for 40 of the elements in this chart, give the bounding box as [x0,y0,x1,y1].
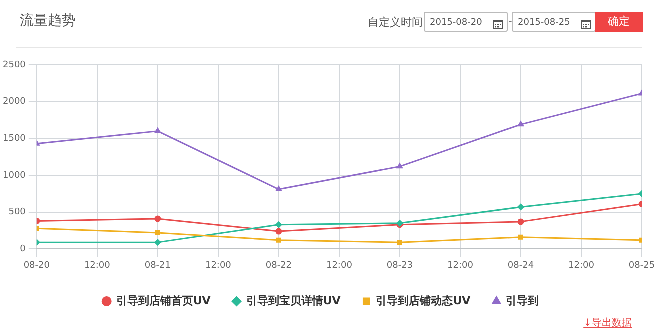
y-tick-label: 0 [20,244,26,255]
x-tick-label: 08-24 [508,260,534,271]
text: 确定 [595,12,643,32]
x-tick-label: 08-23 [386,260,414,271]
legend-label: 引导到 [506,294,540,308]
legend-label: 引导到宝贝详情UV [246,294,342,308]
point [518,234,524,240]
legend-label: 引导到店铺动态UV [376,294,472,308]
x-tick-label: 12:00 [205,260,232,271]
x-tick-label: 08-22 [266,260,292,271]
x-tick-label: 12:00 [84,260,111,271]
point [154,216,162,222]
y-tick-label: 1000 [3,170,26,181]
point [397,163,403,169]
y-tick-label: 500 [8,208,26,218]
point [518,204,524,210]
x-tick-label: 12:00 [326,260,353,271]
x-tick-label: 12:00 [568,260,595,271]
x-tick-label: 12:00 [448,260,474,271]
y-tick-label: 1500 [3,134,26,144]
point [518,218,524,226]
text: 2015-08-20 [430,18,482,28]
point [276,222,282,228]
text: ↓导出数据 [584,316,632,330]
point [518,121,524,127]
legend-label: 引导到店铺首页UV [116,294,212,308]
y-tick-label: 2500 [3,60,26,70]
text: 2015-08-25 [512,12,596,32]
text: - [509,17,512,27]
point [276,238,282,243]
point [154,239,162,246]
x-tick-label: 08-21 [144,260,171,271]
chart-title: 流量趋势 [20,12,76,30]
y-tick-label: 2000 [3,97,26,108]
point [397,240,402,246]
point [155,230,160,236]
point [276,228,282,235]
x-tick-label: 08-20 [24,260,50,271]
x-tick-label: 08-25 [628,260,656,271]
point [276,186,282,192]
